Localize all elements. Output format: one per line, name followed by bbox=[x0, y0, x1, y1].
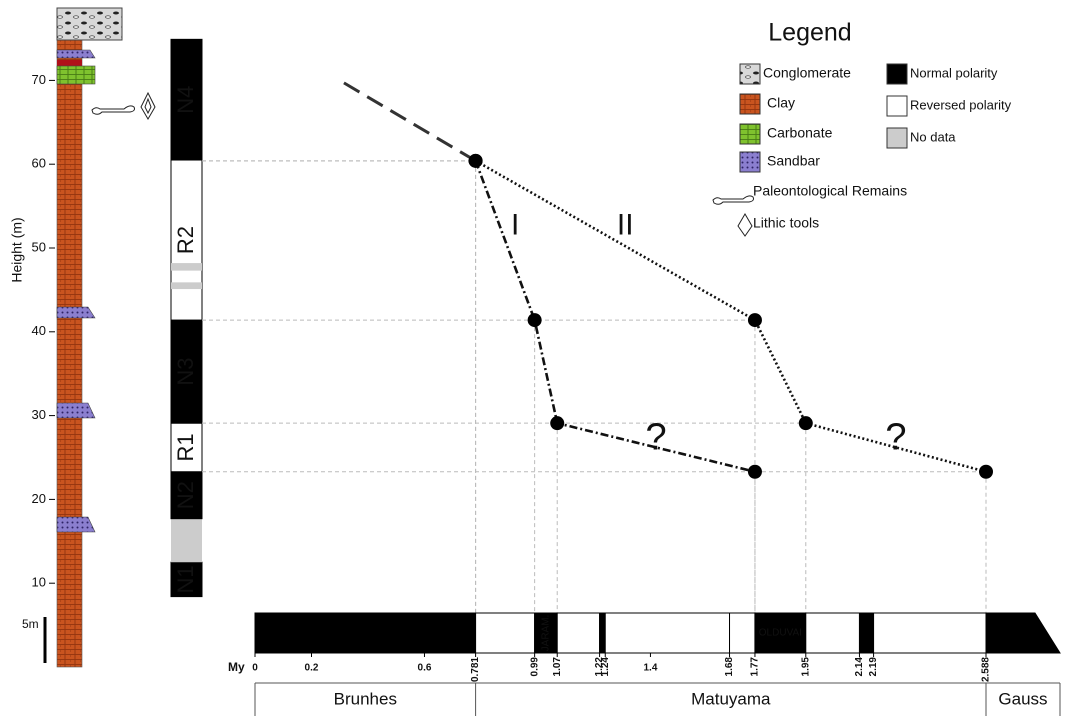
x-tick-label: 1.4 bbox=[643, 663, 657, 674]
subchron-label: OLDUVAI bbox=[759, 628, 802, 639]
model-point bbox=[748, 465, 762, 479]
x-tick-label: 0.6 bbox=[418, 663, 432, 674]
polarity-zone-label: R2 bbox=[173, 226, 198, 254]
x-tick-label: 2.19 bbox=[868, 657, 879, 677]
polarity-zone bbox=[171, 282, 202, 289]
model-point bbox=[528, 313, 542, 327]
y-tick-label: 30 bbox=[32, 407, 46, 422]
x-tick-label: 2.14 bbox=[854, 657, 865, 677]
extension-line bbox=[340, 80, 476, 160]
polarity-zone-label: N1 bbox=[173, 565, 198, 593]
polarity-zone bbox=[171, 519, 202, 563]
legend-title: Legend bbox=[768, 19, 851, 47]
y-tick-label: 40 bbox=[32, 323, 46, 338]
legend-label: Carbonate bbox=[767, 125, 833, 141]
lithology-column bbox=[57, 8, 155, 667]
uncertainty-mark: ? bbox=[646, 416, 667, 458]
gpts-chron bbox=[986, 613, 1060, 653]
legend-label: Reversed polarity bbox=[910, 97, 1012, 112]
gpts-chron bbox=[806, 613, 860, 653]
polarity-zone-label: N4 bbox=[173, 86, 198, 114]
model-point bbox=[748, 313, 762, 327]
legend-label: Sandbar bbox=[767, 153, 820, 169]
y-tick-label: 50 bbox=[32, 239, 46, 254]
legend-label: Lithic tools bbox=[753, 215, 819, 231]
legend-label: No data bbox=[910, 129, 956, 144]
x-tick-label: 0.781 bbox=[470, 657, 481, 682]
model-point bbox=[799, 416, 813, 430]
gpts-chron bbox=[605, 613, 729, 653]
legend-icons bbox=[713, 64, 907, 236]
x-tick-label: 1.95 bbox=[800, 657, 811, 677]
gpts-chron bbox=[874, 613, 986, 653]
y-tick-label: 70 bbox=[32, 72, 46, 87]
x-axis-title: My bbox=[228, 660, 245, 674]
scale-bar-label: 5m bbox=[22, 617, 39, 631]
gpts-chron bbox=[600, 613, 606, 653]
x-tick-label: 0 bbox=[252, 663, 258, 674]
figure: Legend Conglomerate Clay Carbonate Sandb… bbox=[0, 0, 1072, 716]
subchron-label: JARAM. bbox=[541, 615, 552, 652]
x-tick-label: 1.24 bbox=[600, 657, 611, 677]
gpts-chron bbox=[557, 613, 599, 653]
gpts-chron bbox=[255, 613, 476, 653]
gpts-chron bbox=[730, 613, 755, 653]
gpts-chron bbox=[476, 613, 535, 653]
epoch-label: Matuyama bbox=[691, 689, 771, 708]
x-tick-label: 1.07 bbox=[552, 657, 563, 677]
legend-label: Normal polarity bbox=[910, 65, 998, 80]
model-label: I bbox=[511, 208, 519, 241]
y-tick-label: 10 bbox=[32, 575, 46, 590]
x-tick-label: 0.99 bbox=[529, 657, 540, 677]
gpts-chron bbox=[859, 613, 873, 653]
y-tick-label: 60 bbox=[32, 156, 46, 171]
x-tick-label: 2.588 bbox=[981, 657, 992, 682]
epoch-label: Brunhes bbox=[334, 689, 397, 708]
model-label: II bbox=[617, 208, 634, 241]
polarity-zone-label: N3 bbox=[173, 358, 198, 386]
uncertainty-mark: ? bbox=[885, 416, 906, 458]
model-point bbox=[550, 416, 564, 430]
x-tick-label: 1.77 bbox=[750, 657, 761, 677]
polarity-zone-label: N2 bbox=[173, 481, 198, 509]
legend-label: Conglomerate bbox=[763, 65, 851, 81]
legend-label: Paleontological Remains bbox=[753, 183, 907, 199]
epoch-label: Gauss bbox=[998, 689, 1047, 708]
y-tick-label: 20 bbox=[32, 491, 46, 506]
polarity-zone bbox=[171, 263, 202, 271]
model-point bbox=[469, 154, 483, 168]
model-point bbox=[979, 465, 993, 479]
y-axis-title: Height (m) bbox=[9, 217, 25, 282]
polarity-zone-label: R1 bbox=[173, 433, 198, 461]
x-tick-label: 1.68 bbox=[724, 657, 735, 677]
legend-label: Clay bbox=[767, 95, 795, 111]
x-tick-label: 0.2 bbox=[305, 663, 319, 674]
